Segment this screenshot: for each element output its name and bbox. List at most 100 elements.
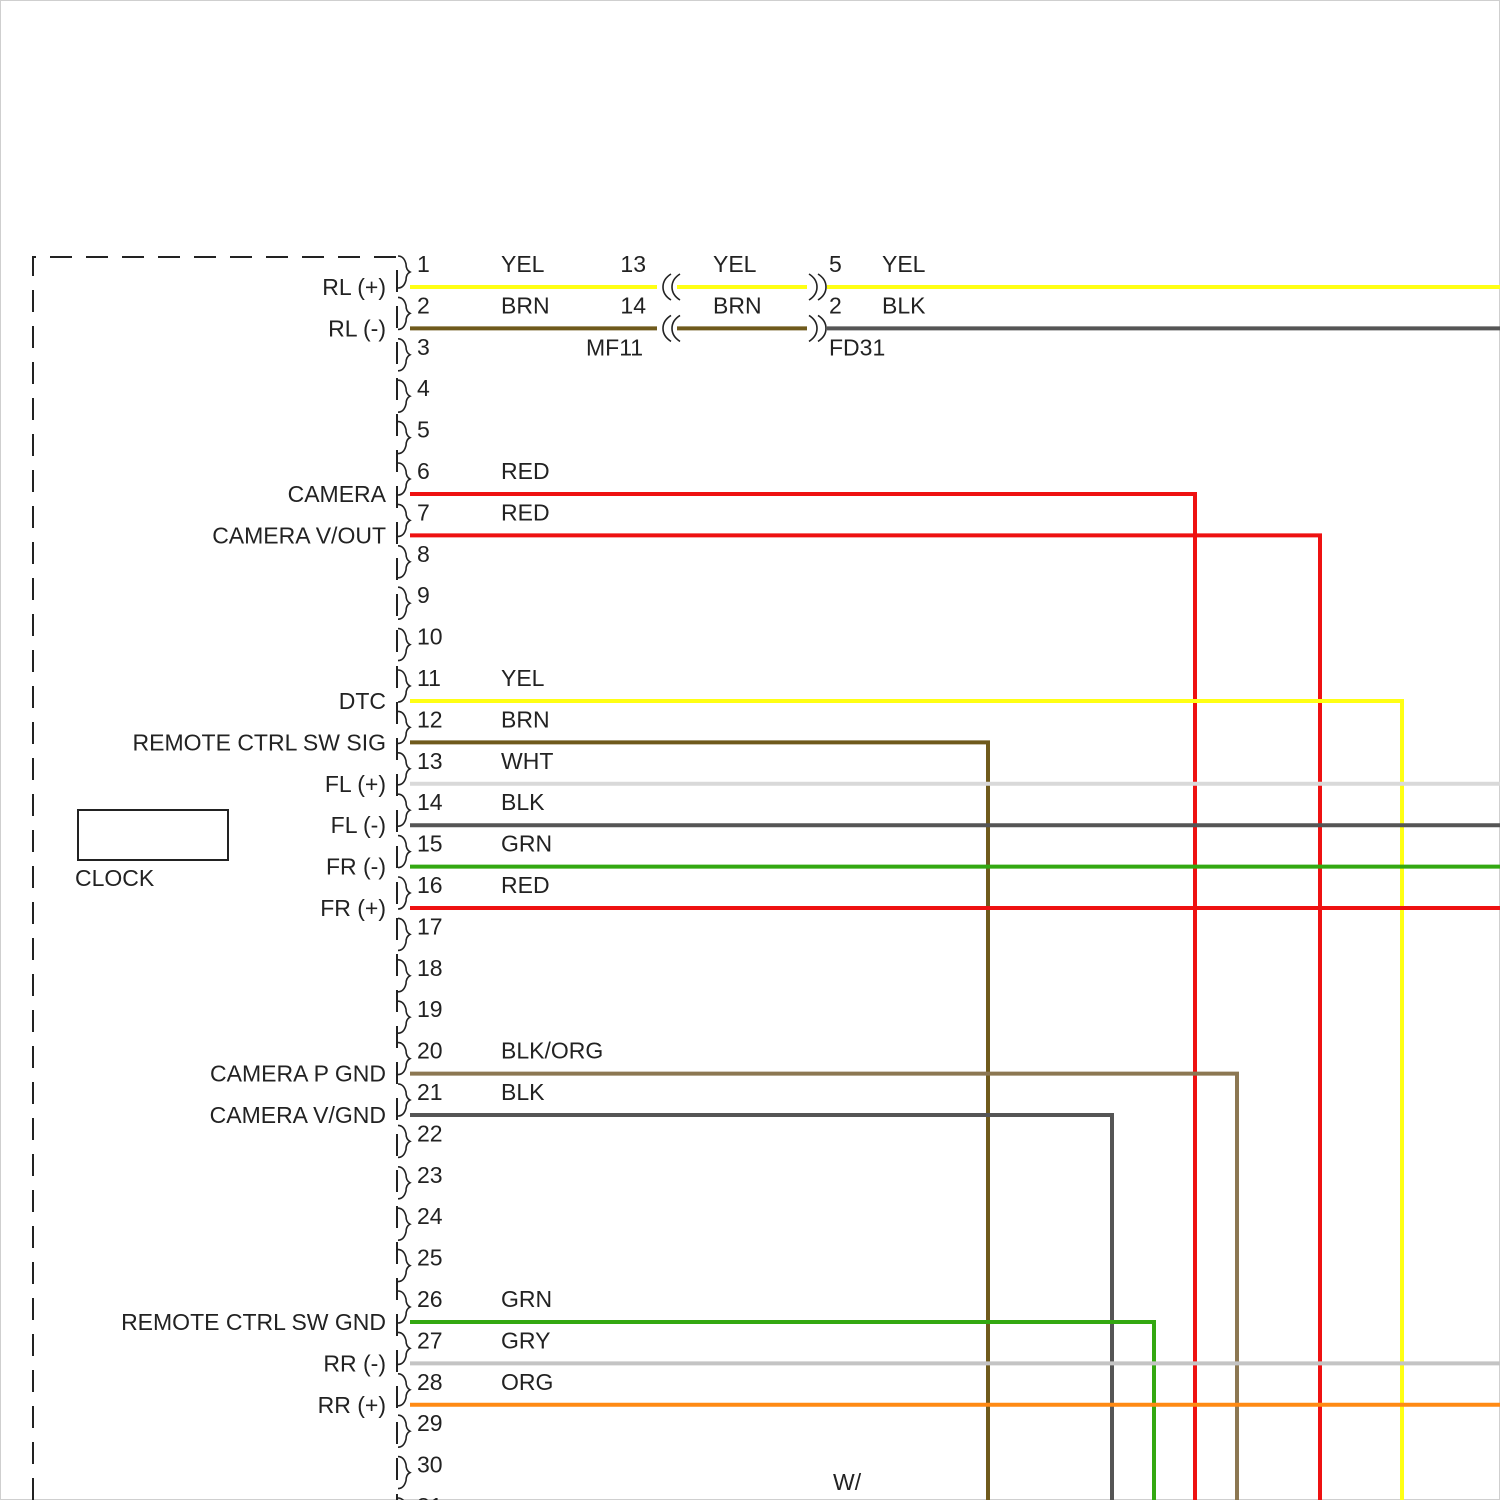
pin-number: 24 xyxy=(417,1203,443,1229)
pin-terminal xyxy=(397,1290,412,1324)
wire-color-label: BLK xyxy=(882,292,926,318)
pin-terminal xyxy=(397,876,412,910)
pin-number: 19 xyxy=(417,996,443,1022)
pin-number: 25 xyxy=(417,1245,443,1271)
signal-label: RL (+) xyxy=(322,274,386,300)
pin-terminal xyxy=(397,1041,412,1076)
pin-number: 8 xyxy=(417,541,430,567)
wire-color-label: BRN xyxy=(501,706,550,732)
pin-terminals xyxy=(397,255,412,1500)
wire xyxy=(410,1071,1239,1500)
pin-terminal xyxy=(397,1207,412,1241)
connector-name-mf11: MF11 xyxy=(586,334,643,360)
pin-terminal xyxy=(397,1455,412,1490)
wire-color-label: BLK/ORG xyxy=(501,1038,603,1064)
connector-bracket xyxy=(808,314,818,343)
wire-color-label: RED xyxy=(501,458,550,484)
pin-terminal xyxy=(397,627,412,662)
pin-terminal xyxy=(397,752,412,786)
wire-color-label: BRN xyxy=(501,292,550,318)
pin-terminal xyxy=(397,1083,412,1117)
pin-number: 12 xyxy=(417,706,443,732)
clock-label: CLOCK xyxy=(75,865,155,891)
connector-name-fd31: FD31 xyxy=(829,334,885,360)
pin-terminal xyxy=(397,959,412,993)
signal-label: FR (+) xyxy=(320,895,386,921)
pin-terminal xyxy=(397,1414,412,1448)
pin-numbers: 1234567891011121314151617181920212223242… xyxy=(417,251,443,1500)
pin-number: 30 xyxy=(417,1452,443,1478)
pin-terminal xyxy=(397,503,412,538)
note-label: W/ xyxy=(833,1469,862,1495)
pin-terminal xyxy=(397,420,412,455)
wire-color-label: BLK xyxy=(501,789,545,815)
pin-number: 2 xyxy=(417,292,430,318)
connector-bracket xyxy=(671,273,681,301)
wire-color-label: BRN xyxy=(713,292,762,318)
wire-color-label: YEL xyxy=(882,251,926,277)
pin-number: 27 xyxy=(417,1327,443,1353)
pin-number: 7 xyxy=(417,499,430,525)
connector-pin-number: 13 xyxy=(620,251,646,277)
pin-terminal xyxy=(397,338,412,372)
signal-label: RR (+) xyxy=(318,1392,386,1418)
signal-label: FR (-) xyxy=(326,854,386,880)
pin-number: 31 xyxy=(417,1493,443,1500)
pin-terminal xyxy=(397,462,412,496)
pin-terminal xyxy=(397,834,412,869)
wire-color-label: ORG xyxy=(501,1369,553,1395)
wire-color-label: GRY xyxy=(501,1327,550,1353)
wire xyxy=(410,740,990,1500)
pin-terminal xyxy=(397,379,412,413)
pin-number: 15 xyxy=(417,831,443,857)
pin-terminal xyxy=(397,1166,412,1200)
wire xyxy=(410,1320,1156,1500)
connector-bracket xyxy=(662,273,672,301)
pin-number: 22 xyxy=(417,1120,443,1146)
connector-bracket xyxy=(662,314,672,343)
clock-box xyxy=(77,809,229,861)
pin-number: 26 xyxy=(417,1286,443,1312)
pin-number: 23 xyxy=(417,1162,443,1188)
pin-terminal xyxy=(397,669,412,703)
pin-terminal xyxy=(397,917,412,952)
pin-number: 3 xyxy=(417,334,430,360)
pin-terminal xyxy=(397,1124,412,1159)
pin-terminal xyxy=(397,710,412,745)
wire-color-labels: YEL BRN RED RED YEL BRN WHT BLK GRN RED BLK/ORG BLK… xyxy=(501,251,603,1395)
pin-number: 28 xyxy=(417,1369,443,1395)
signal-label: REMOTE CTRL SW SIG xyxy=(133,729,386,755)
pin-number: 16 xyxy=(417,872,443,898)
signal-labels: RL (+) RL (-) CAMERA CAMERA V/OUT DTC REMOTE … xyxy=(121,274,387,1418)
wire xyxy=(410,533,1322,1500)
wires-group xyxy=(410,285,1500,1500)
signal-label: CAMERA V/OUT xyxy=(212,522,386,548)
wire xyxy=(410,1113,1114,1500)
connector-bracket xyxy=(817,314,827,343)
pin-terminal xyxy=(397,255,412,289)
wire-color-label: WHT xyxy=(501,748,553,774)
wire-color-label: YEL xyxy=(501,251,545,277)
pin-number: 4 xyxy=(417,375,430,401)
pin-number: 1 xyxy=(417,251,430,277)
signal-label: RL (-) xyxy=(328,315,386,341)
signal-label: CAMERA P GND xyxy=(210,1061,386,1087)
pin-terminal xyxy=(397,545,412,579)
pin-terminal xyxy=(397,1248,412,1283)
signal-label: DTC xyxy=(339,688,386,714)
wire-color-label: RED xyxy=(501,499,550,525)
pin-number: 6 xyxy=(417,458,430,484)
pin-number: 18 xyxy=(417,955,443,981)
signal-label: CAMERA xyxy=(288,481,387,507)
pin-number: 17 xyxy=(417,913,443,939)
wire-color-label: RED xyxy=(501,872,550,898)
pin-terminal xyxy=(397,1373,412,1407)
pin-terminal xyxy=(397,586,412,620)
signal-label: REMOTE CTRL SW GND xyxy=(121,1309,386,1335)
connector-pin-number: 5 xyxy=(829,251,842,277)
pin-number: 29 xyxy=(417,1410,443,1436)
inline-connectors: 13 14 MF11 5 2 FD31 YEL YEL BRN BLK xyxy=(586,251,926,360)
pin-terminal xyxy=(397,1331,412,1366)
